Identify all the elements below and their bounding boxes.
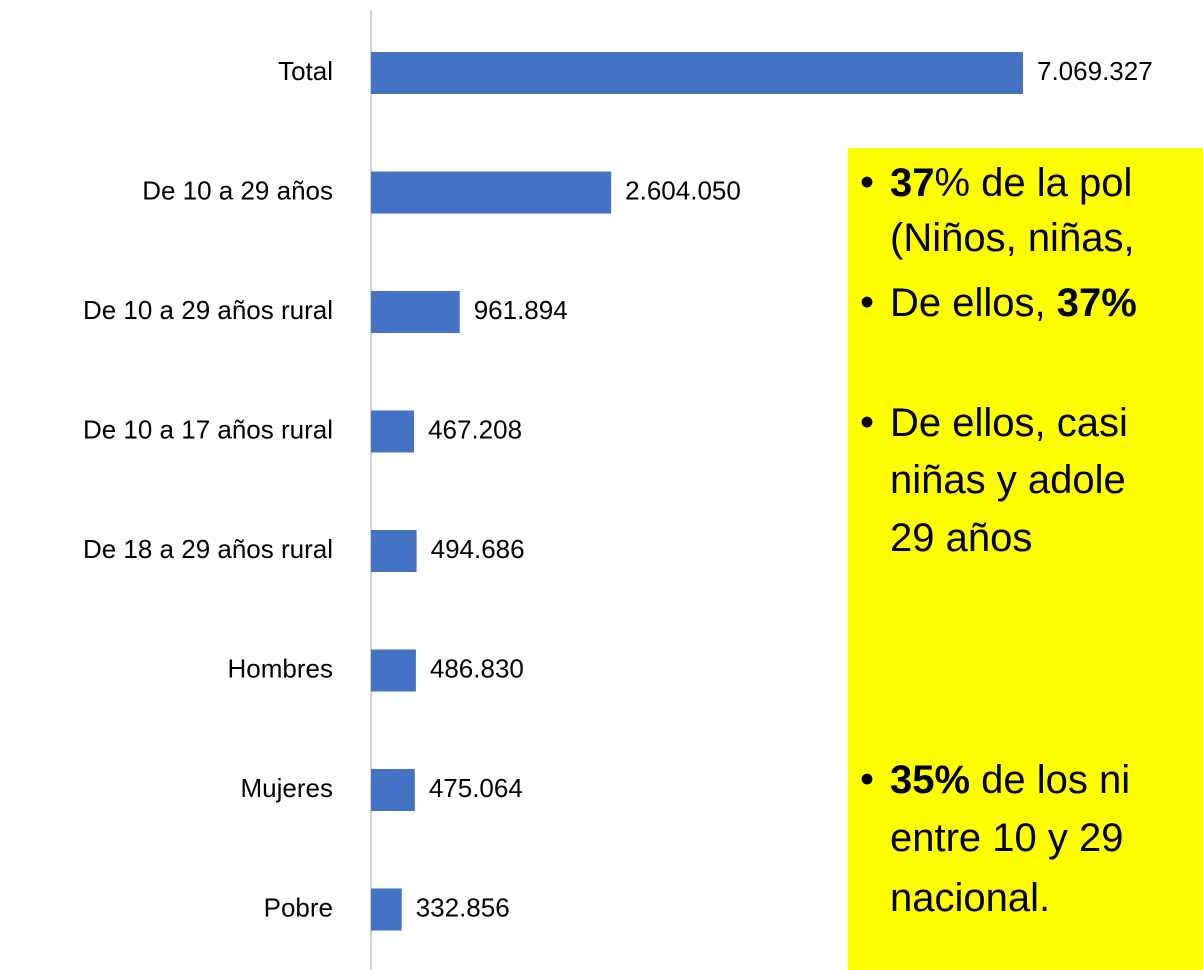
- value-label: 475.064: [429, 773, 523, 803]
- text-run: entre 10 y 29: [890, 816, 1124, 860]
- category-label: Mujeres: [241, 773, 333, 803]
- value-label: 7.069.327: [1037, 56, 1153, 86]
- category-label: De 10 a 29 años: [142, 175, 333, 205]
- text-run: 29 años: [890, 516, 1032, 560]
- bullet-line: (Niños, niñas,: [890, 216, 1135, 260]
- bar: [371, 52, 1023, 94]
- category-label: Hombres: [228, 653, 333, 683]
- text-run: (Niños, niñas,: [890, 216, 1135, 260]
- value-label: 2.604.050: [625, 175, 741, 205]
- bullet-line: 37% de la pol: [890, 161, 1132, 205]
- bullet-dot: •: [860, 758, 874, 802]
- category-label: De 10 a 17 años rural: [83, 414, 333, 444]
- bar: [371, 410, 415, 453]
- text-run: niñas y adole: [890, 458, 1126, 502]
- bullet-line: De ellos, 37%: [890, 281, 1137, 325]
- bullet-line: 35% de los ni: [890, 758, 1130, 802]
- text-run: De ellos,: [890, 281, 1057, 325]
- value-label: 467.208: [428, 414, 522, 444]
- text-run: 37%: [1057, 281, 1137, 325]
- bar: [371, 769, 415, 811]
- text-box: [848, 148, 1203, 970]
- bullet-dot: •: [860, 281, 874, 325]
- text-run: 37: [890, 161, 935, 205]
- text-run: de los ni: [970, 758, 1130, 802]
- bar: [371, 171, 612, 214]
- text-run: nacional.: [890, 876, 1050, 920]
- bar: [371, 888, 402, 931]
- bullet-line: 29 años: [890, 516, 1032, 560]
- category-label: De 10 a 29 años rural: [83, 295, 333, 325]
- text-run: De ellos, casi: [890, 401, 1128, 445]
- value-label: 332.856: [416, 892, 510, 922]
- bullet-line: niñas y adole: [890, 458, 1126, 502]
- value-label: 494.686: [431, 534, 525, 564]
- bullet-line: De ellos, casi: [890, 401, 1128, 445]
- bar: [371, 649, 416, 692]
- bar: [371, 291, 460, 333]
- value-label: 961.894: [474, 295, 568, 325]
- text-box-content: • 37% de la pol (Niños, niñas, • De ellos, 3…: [860, 161, 1137, 920]
- text-run: % de la pol: [935, 161, 1133, 205]
- category-label: Pobre: [264, 892, 333, 922]
- bar: [371, 530, 417, 572]
- bullet-line: nacional.: [890, 876, 1050, 920]
- category-label: Total: [278, 56, 333, 86]
- bars: Total 7.069.327 De 10 a 29 años 2.604.050 De…: [83, 52, 1153, 931]
- bullet-line: entre 10 y 29: [890, 816, 1124, 860]
- bullet-dot: •: [860, 401, 874, 445]
- text-run: 35%: [890, 758, 970, 802]
- bullet-dot: •: [860, 161, 874, 205]
- value-label: 486.830: [430, 653, 524, 683]
- category-label: De 18 a 29 años rural: [83, 534, 333, 564]
